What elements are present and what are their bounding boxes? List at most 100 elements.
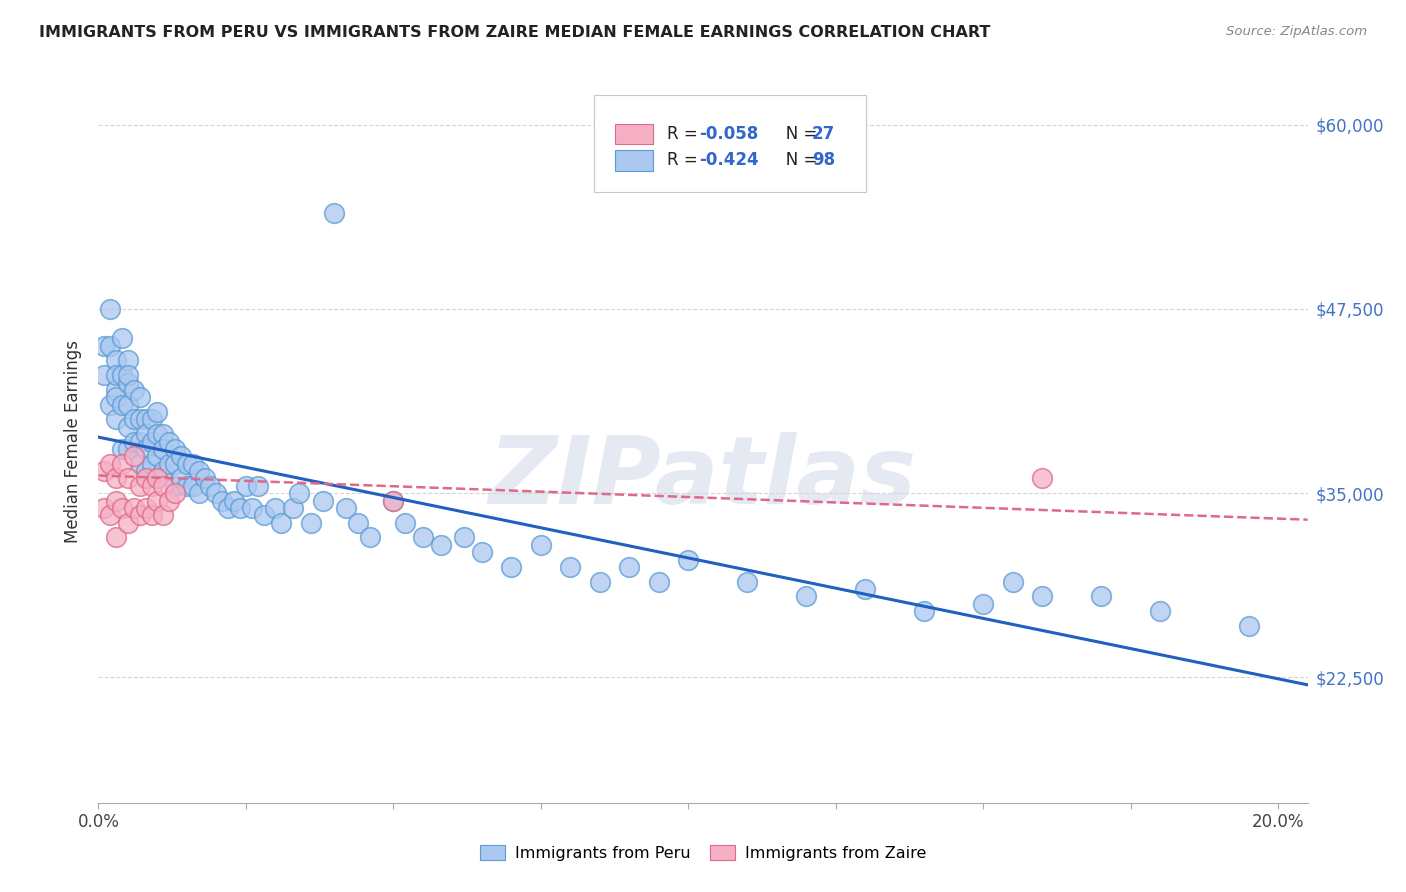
Point <box>111 398 134 412</box>
Text: Source: ZipAtlas.com: Source: ZipAtlas.com <box>1226 25 1367 38</box>
Point <box>98 508 121 523</box>
Point <box>299 516 322 530</box>
Point <box>1149 604 1171 618</box>
Point <box>165 479 187 493</box>
Point <box>93 500 115 515</box>
Point <box>270 516 292 530</box>
Point <box>141 434 163 449</box>
Text: ZIPatlas: ZIPatlas <box>489 432 917 524</box>
Point <box>619 560 641 574</box>
Legend: Immigrants from Peru, Immigrants from Zaire: Immigrants from Peru, Immigrants from Za… <box>474 838 932 867</box>
Point <box>382 493 405 508</box>
Point <box>122 412 145 426</box>
Point <box>165 442 187 456</box>
Point <box>165 486 187 500</box>
FancyBboxPatch shape <box>614 124 654 144</box>
Text: 98: 98 <box>811 152 835 169</box>
Point <box>217 500 239 515</box>
Point <box>165 457 187 471</box>
Point <box>429 538 451 552</box>
Point <box>105 493 128 508</box>
Point <box>794 590 817 604</box>
Point <box>152 464 174 478</box>
Point <box>335 500 357 515</box>
Text: N =: N = <box>769 152 823 169</box>
Point <box>205 486 228 500</box>
Point <box>111 442 134 456</box>
Point <box>453 530 475 544</box>
Point <box>111 500 134 515</box>
Point <box>501 560 523 574</box>
Point <box>157 457 180 471</box>
Point <box>117 516 139 530</box>
FancyBboxPatch shape <box>595 95 866 193</box>
Point <box>141 508 163 523</box>
Point <box>105 390 128 404</box>
Point <box>235 479 257 493</box>
Point <box>311 493 333 508</box>
Point <box>122 434 145 449</box>
Point <box>648 574 671 589</box>
Point <box>323 206 346 220</box>
Point <box>152 442 174 456</box>
Point <box>187 464 209 478</box>
Point <box>141 479 163 493</box>
Point <box>146 471 169 485</box>
Point <box>735 574 758 589</box>
Point <box>1031 590 1053 604</box>
Point <box>471 545 494 559</box>
Point <box>105 471 128 485</box>
Point <box>176 457 198 471</box>
Point <box>246 479 269 493</box>
Point <box>146 427 169 442</box>
Point <box>187 486 209 500</box>
Point <box>122 450 145 464</box>
Point <box>105 530 128 544</box>
Text: IMMIGRANTS FROM PERU VS IMMIGRANTS FROM ZAIRE MEDIAN FEMALE EARNINGS CORRELATION: IMMIGRANTS FROM PERU VS IMMIGRANTS FROM … <box>39 25 991 40</box>
Point <box>117 398 139 412</box>
Point <box>211 493 233 508</box>
Text: 27: 27 <box>811 125 835 143</box>
Point <box>412 530 434 544</box>
Text: R =: R = <box>666 125 703 143</box>
Text: N =: N = <box>769 125 823 143</box>
Text: -0.424: -0.424 <box>699 152 759 169</box>
Point <box>111 457 134 471</box>
Point <box>146 471 169 485</box>
Point <box>105 383 128 397</box>
Point <box>128 457 150 471</box>
Point <box>105 368 128 383</box>
Point <box>128 390 150 404</box>
Point <box>122 383 145 397</box>
Point <box>359 530 381 544</box>
Point <box>117 368 139 383</box>
Point <box>281 500 304 515</box>
Point <box>146 493 169 508</box>
Text: R =: R = <box>666 152 703 169</box>
Point <box>1031 471 1053 485</box>
Point <box>146 450 169 464</box>
Point <box>157 493 180 508</box>
Point <box>152 427 174 442</box>
Point <box>141 412 163 426</box>
Point <box>122 500 145 515</box>
Point <box>105 353 128 368</box>
Point <box>117 376 139 390</box>
Point <box>98 339 121 353</box>
Point <box>347 516 370 530</box>
Point <box>530 538 553 552</box>
Point <box>141 457 163 471</box>
Point <box>222 493 245 508</box>
Point <box>128 412 150 426</box>
Point <box>853 582 876 596</box>
Point <box>194 471 217 485</box>
Point <box>912 604 935 618</box>
Point <box>111 331 134 345</box>
Point <box>128 434 150 449</box>
Point <box>117 471 139 485</box>
Point <box>229 500 252 515</box>
Point <box>146 405 169 419</box>
Point <box>98 301 121 316</box>
Point <box>98 457 121 471</box>
Point <box>382 493 405 508</box>
